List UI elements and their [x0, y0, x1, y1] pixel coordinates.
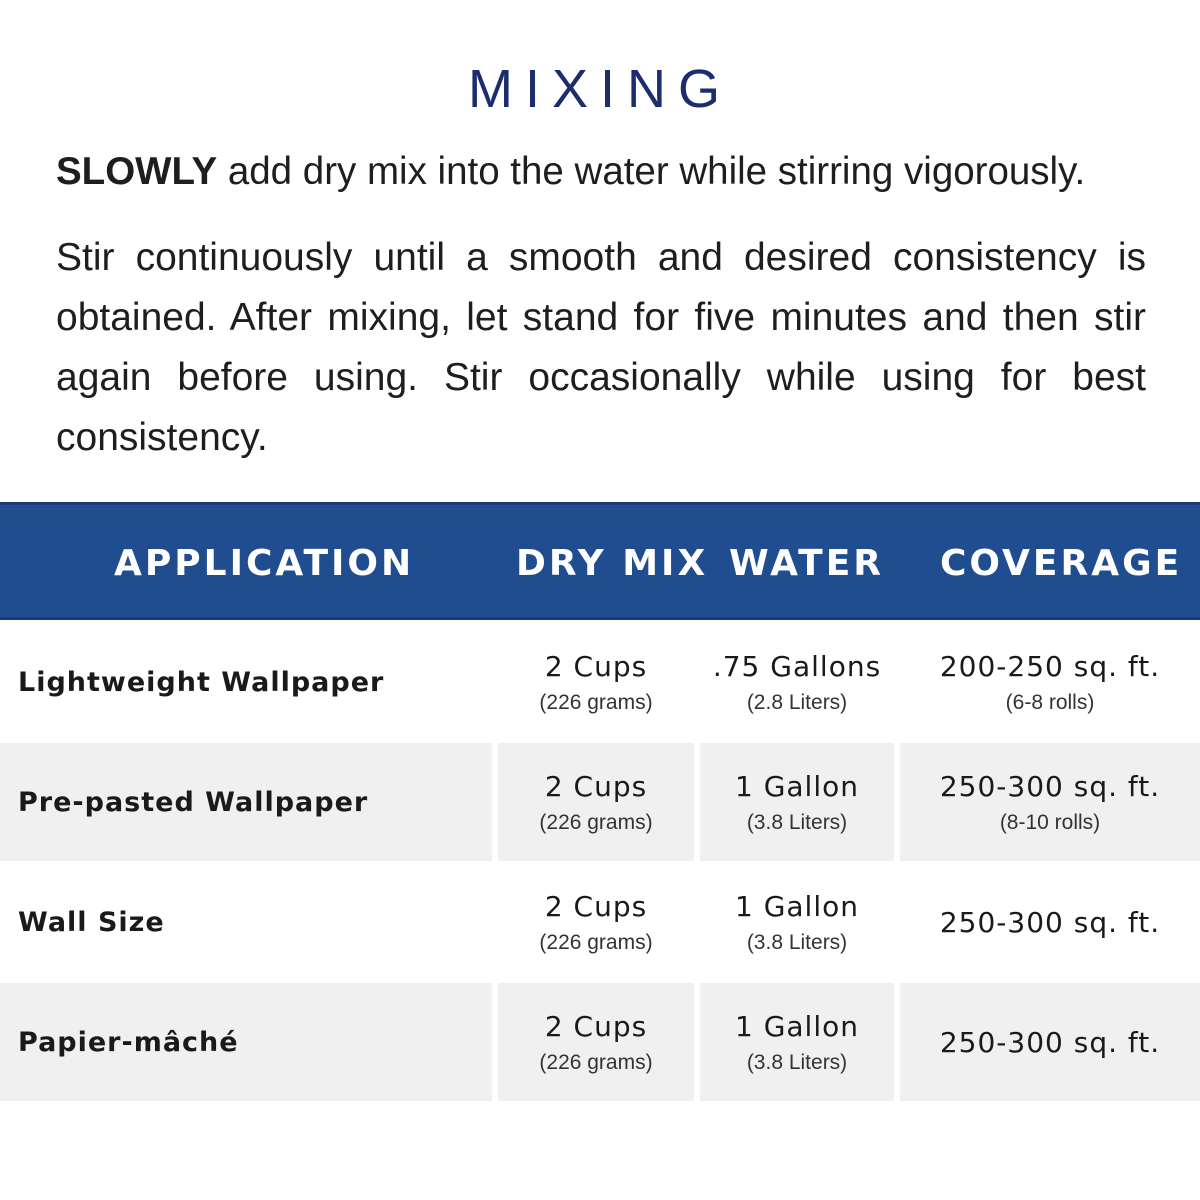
water-cell-subvalue: (3.8 Liters)	[746, 810, 848, 834]
application-cell-value: Lightweight Wallpaper	[18, 666, 385, 698]
table-row: Wall Size 2 Cups (226 grams) 1 Gallon (3.8 L…	[0, 863, 1200, 981]
dry-mix-cell-value: 2 Cups	[544, 1009, 648, 1043]
application-cell: Wall Size	[0, 863, 492, 981]
water-cell-value: 1 Gallon	[734, 1009, 859, 1043]
coverage-cell-value: 200-250 sq. ft.	[939, 649, 1161, 683]
water-cell-subvalue: (3.8 Liters)	[746, 1050, 848, 1074]
application-cell: Pre-pasted Wallpaper	[0, 743, 492, 861]
application-cell-value: Wall Size	[18, 906, 165, 938]
application-cell-value: Papier-mâché	[18, 1026, 239, 1058]
dry-mix-cell-value: 2 Cups	[544, 889, 648, 923]
coverage-cell: 250-300 sq. ft.	[900, 863, 1200, 981]
water-cell: 1 Gallon (3.8 Liters)	[700, 863, 894, 981]
application-cell: Lightweight Wallpaper	[0, 623, 492, 741]
intro-rest: add dry mix into the water while stirrin…	[217, 150, 1086, 193]
dry-mix-cell-subvalue: (226 grams)	[539, 810, 653, 834]
water-cell: 1 Gallon (3.8 Liters)	[700, 743, 894, 861]
coverage-cell-subvalue: (8-10 rolls)	[999, 810, 1101, 834]
coverage-cell: 200-250 sq. ft. (6-8 rolls)	[900, 623, 1200, 741]
dry-mix-cell-value: 2 Cups	[544, 769, 648, 803]
dry-mix-cell-value: 2 Cups	[544, 649, 648, 683]
coverage-cell: 250-300 sq. ft.	[900, 983, 1200, 1101]
application-cell-value: Pre-pasted Wallpaper	[18, 786, 369, 818]
header-water: WATER	[729, 543, 885, 584]
intro-emphasis: SLOWLY	[56, 150, 218, 193]
header-coverage: COVERAGE	[940, 543, 1183, 584]
coverage-cell-subvalue: (6-8 rolls)	[1005, 690, 1095, 714]
instructions-text: Stir continuously until a smooth and des…	[56, 236, 1146, 459]
table-row: Lightweight Wallpaper 2 Cups (226 grams) .7…	[0, 623, 1200, 741]
header-dry-mix: DRY MIX	[516, 543, 709, 584]
coverage-cell-value: 250-300 sq. ft.	[939, 905, 1161, 939]
dry-mix-cell: 2 Cups (226 grams)	[498, 623, 694, 741]
water-cell-value: .75 Gallons	[712, 649, 882, 683]
dry-mix-cell-subvalue: (226 grams)	[539, 1050, 653, 1074]
table-row: Papier-mâché 2 Cups (226 grams) 1 Gallon (3.…	[0, 983, 1200, 1101]
dry-mix-cell: 2 Cups (226 grams)	[498, 743, 694, 861]
water-cell-subvalue: (2.8 Liters)	[746, 690, 848, 714]
dry-mix-cell: 2 Cups (226 grams)	[498, 983, 694, 1101]
water-cell: 1 Gallon (3.8 Liters)	[700, 983, 894, 1101]
water-cell-subvalue: (3.8 Liters)	[746, 930, 848, 954]
water-cell: .75 Gallons (2.8 Liters)	[700, 623, 894, 741]
coverage-cell: 250-300 sq. ft. (8-10 rolls)	[900, 743, 1200, 861]
water-cell-value: 1 Gallon	[734, 889, 859, 923]
dry-mix-cell: 2 Cups (226 grams)	[498, 863, 694, 981]
dry-mix-cell-subvalue: (226 grams)	[539, 930, 653, 954]
page-title: MIXING	[467, 59, 732, 119]
header-application: APPLICATION	[114, 543, 415, 584]
coverage-cell-value: 250-300 sq. ft.	[939, 769, 1161, 803]
table-header: APPLICATION DRY MIX WATER COVERAGE	[0, 502, 1200, 620]
dry-mix-cell-subvalue: (226 grams)	[539, 690, 653, 714]
water-cell-value: 1 Gallon	[734, 769, 859, 803]
table-row: Pre-pasted Wallpaper 2 Cups (226 grams) 1 G…	[0, 743, 1200, 861]
coverage-cell-value: 250-300 sq. ft.	[939, 1025, 1161, 1059]
application-cell: Papier-mâché	[0, 983, 492, 1101]
intro-text: SLOWLY add dry mix into the water while …	[56, 150, 1146, 194]
